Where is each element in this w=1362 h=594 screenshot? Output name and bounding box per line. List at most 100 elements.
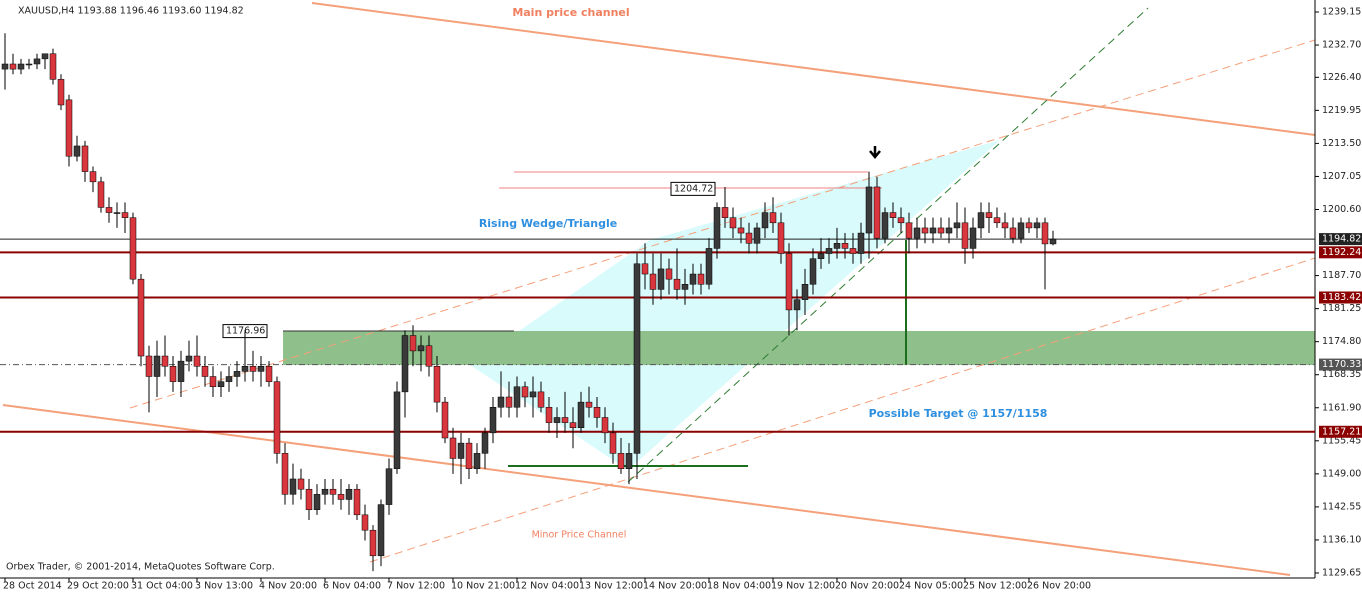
candle-body [929,227,937,234]
candle-body [129,217,137,280]
level-label-box [1319,425,1362,438]
candle-body [57,79,65,106]
candle-body [161,355,169,367]
x-tick-label: 10 Nov 21:00 [451,581,515,592]
x-tick-label: 7 Nov 12:00 [387,581,445,592]
price-label-box [670,181,716,196]
candle-body [41,53,49,60]
candle-body [185,355,193,362]
candle-body [289,478,297,495]
candle-body [201,366,209,377]
candle-body [49,53,57,80]
candle-body [545,406,553,423]
candle-body [833,243,841,249]
candle-body [649,273,657,290]
candle-body [209,376,217,388]
y-tick-label: 1207.05 [1322,171,1361,182]
candle-body [569,422,577,428]
candle-body [489,406,497,434]
channel-line [2,404,1291,576]
candle-body [873,186,881,239]
candle-body [473,453,481,469]
candle-body [241,366,249,372]
candle-body [497,396,505,408]
candle-body [601,417,609,434]
candle-body [729,217,737,229]
candle-body [801,284,809,300]
candle-body [329,488,337,495]
y-tick-label: 1155.45 [1322,435,1361,446]
candle-body [705,248,713,285]
annotation: Possible Target @ 1157/1158 [869,407,1048,420]
candle-body [985,212,993,218]
candle-body [881,212,889,239]
candle-body [577,401,585,428]
price-label: 1176.96 [226,326,265,337]
candle-body [353,488,361,516]
annotation: Minor Price Channel [532,530,627,541]
y-tick-label: 1136.10 [1322,534,1361,545]
candle-body [305,488,313,510]
y-tick-label: 1161.90 [1322,402,1361,413]
level-label-box [1319,246,1362,259]
candle-body [769,212,777,224]
candle-body [817,253,825,259]
y-tick-label: 1149.00 [1322,468,1361,479]
candle-body [665,268,673,280]
candle-body [17,63,25,70]
level-label-box [1319,358,1362,371]
x-tick-label: 31 Oct 04:00 [131,581,193,592]
candle-body [945,227,953,234]
candle-body [785,253,793,311]
minor-channel-line [369,257,1316,563]
price-label: 1204.72 [674,183,713,194]
y-tick-label: 1168.35 [1322,369,1361,380]
candle-body [105,207,113,213]
y-tick-label: 1219.95 [1322,105,1361,116]
candle-body [265,366,273,382]
candle-body [1025,222,1033,229]
candle-body [401,335,409,393]
candle-body [449,437,457,459]
x-tick-label: 14 Nov 20:00 [643,581,707,592]
candle-body [953,222,961,229]
candle-body [313,494,321,510]
y-tick-label: 1174.80 [1322,336,1361,347]
candle-body [337,494,345,500]
candle-body [593,406,601,418]
candle-body [73,145,81,157]
wedge-support-line [627,7,1149,483]
candle-body [561,417,569,423]
candle-body [1009,227,1017,239]
x-tick-label: 12 Nov 04:00 [515,581,579,592]
candle-body [25,63,33,66]
candle-body [537,391,545,408]
footer: Orbex Trader, © 2001-2014, MetaQuotes So… [6,562,275,573]
candle-body [905,222,913,239]
candle-body [977,212,985,229]
candle-body [1041,222,1049,245]
candle-body [513,386,521,408]
candle-body [761,212,769,229]
candle-body [137,278,145,357]
candle-body [689,273,697,285]
level-label: 1192.24 [1322,247,1361,258]
candle-body [113,212,121,214]
annotation: Rising Wedge/Triangle [479,217,617,230]
candle-body [361,514,369,531]
candle-body [825,248,833,254]
candle-body [321,488,329,495]
y-tick-label: 1226.40 [1322,72,1361,83]
candle-body [385,468,393,505]
candle-body [369,529,377,557]
candle-body [121,212,129,218]
candle-body [521,386,529,398]
candle-body [737,227,745,234]
candle-body [257,366,265,372]
candle-body [713,207,721,249]
level-label: 1194.82 [1322,234,1361,245]
candle-body [465,442,473,469]
level-label: 1183.42 [1322,292,1361,303]
annotation: Main price channel [512,6,629,19]
